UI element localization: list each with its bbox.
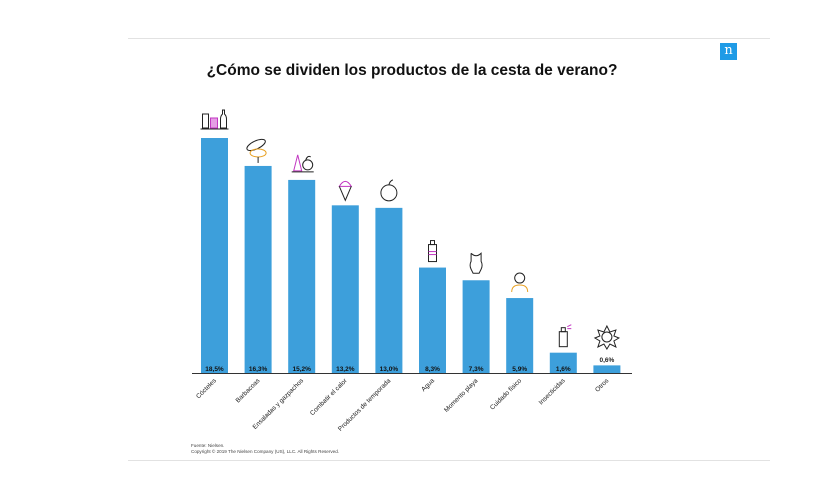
category-label-8: Cuidado físico [489,377,523,411]
bar-9 [549,352,577,373]
person-icon [511,272,529,293]
bar-6 [419,267,446,373]
salad-icon [291,154,314,173]
water-bottle-icon [428,240,437,263]
chart-title: ¿Cómo se dividen los productos de la ces… [206,62,618,79]
category-label-6: Agua [420,377,436,393]
copyright-line: Copyright © 2019 The Nielsen Company (US… [191,449,340,454]
category-label-1: Cócteles [195,377,218,400]
value-label-2: 16,3% [249,366,268,373]
bar-3 [288,179,316,373]
bottom-divider [128,460,770,461]
cocktail-icon [200,109,229,130]
insecticide-spray-icon [558,324,572,348]
source-line: Fuente: Nielsen. [191,443,225,448]
nielsen-logo: n [720,43,737,60]
value-label-4: 13,2% [336,366,355,373]
value-label-1: 18,5% [205,366,224,373]
barbecue-icon [246,138,267,163]
sun-icon [593,324,621,350]
category-label-9: Insecticidas [538,377,567,406]
value-label-10: 0,6% [599,357,614,364]
category-label-3: Ensaladas y gazpachos [252,377,306,431]
bar-4 [331,205,359,373]
value-label-3: 15,2% [292,366,311,373]
category-label-4: Combatir el calor [309,377,349,417]
value-label-9: 1,6% [556,366,571,373]
category-label-7: Momento playa [443,377,480,414]
swimsuit-icon [469,252,483,274]
top-divider [128,38,770,39]
bar-2 [244,165,272,373]
value-label-6: 8,3% [425,366,440,373]
bar-5 [375,207,403,373]
value-label-7: 7,3% [469,366,484,373]
category-label-2: Barbacoas [235,377,262,404]
category-label-10: Otros [594,377,611,394]
source-note: Fuente: Nielsen. Copyright © 2019 The Ni… [191,443,339,455]
bar-1 [201,138,228,373]
value-label-5: 13,0% [380,366,399,373]
bar-7 [462,280,490,373]
apple-icon [380,179,398,202]
value-label-8: 5,9% [512,366,527,373]
ice-cream-icon [338,180,353,202]
bar-10 [593,365,621,373]
bar-8 [506,298,534,373]
